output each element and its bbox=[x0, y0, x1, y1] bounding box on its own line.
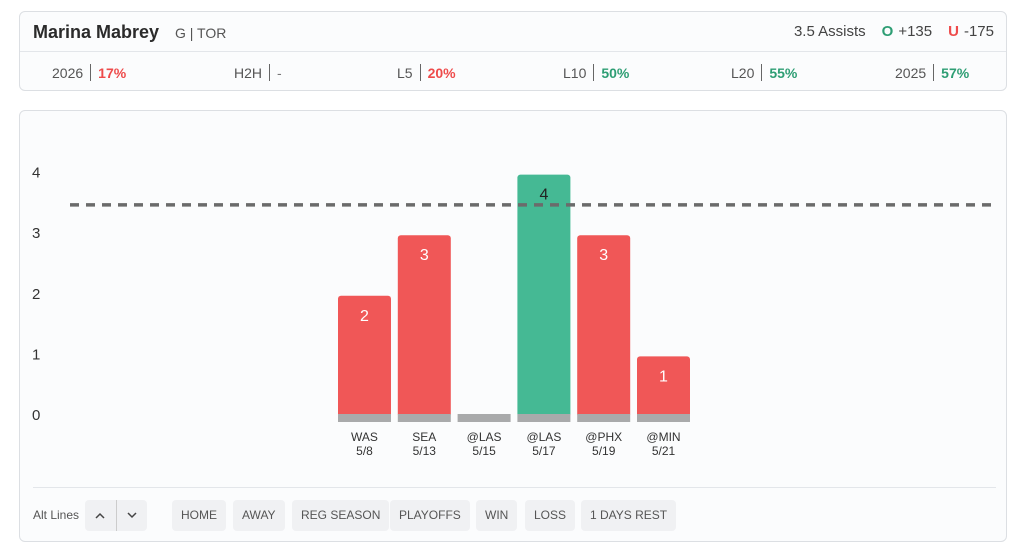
hit-rate-label: L5 bbox=[397, 64, 413, 81]
x-tick-date: 5/15 bbox=[472, 444, 496, 458]
hit-rate-value: 17% bbox=[98, 64, 127, 81]
chevron-up-icon bbox=[95, 512, 105, 519]
bar bbox=[637, 356, 690, 417]
x-tick-date: 5/17 bbox=[532, 444, 556, 458]
hit-rate-separator bbox=[419, 64, 421, 81]
filter-chip-win[interactable]: WIN bbox=[476, 500, 518, 531]
bar-base bbox=[457, 414, 511, 422]
bar-value-label: 1 bbox=[659, 368, 668, 385]
hit-rate-row: 2026 17% H2H - L5 20% L10 50% L20 55% 2025 57% bbox=[20, 53, 1006, 91]
y-tick-label: 1 bbox=[32, 346, 40, 363]
alt-line-down-button[interactable] bbox=[117, 500, 148, 531]
hit-rate-separator bbox=[593, 64, 595, 81]
x-tick-opponent: SEA bbox=[412, 430, 436, 444]
hit-rate-2025: 2025 57% bbox=[895, 64, 969, 81]
prop-line: 3.5 Assists bbox=[793, 23, 866, 40]
chevron-down-icon bbox=[127, 512, 137, 519]
alt-line-up-button[interactable] bbox=[85, 500, 116, 531]
y-tick-label: 0 bbox=[32, 407, 40, 424]
bar-chart: 012342WAS5/83SEA5/13@LAS5/154@LAS5/173@P… bbox=[32, 165, 992, 458]
x-tick-opponent: WAS bbox=[351, 430, 378, 444]
x-tick-date: 5/8 bbox=[356, 444, 373, 458]
bar-base bbox=[517, 414, 571, 422]
hit-rate-label: L10 bbox=[563, 64, 587, 81]
hit-rate-h2h: H2H - bbox=[234, 64, 282, 81]
filter-chip-away[interactable]: AWAY bbox=[233, 500, 285, 531]
y-tick-label: 3 bbox=[32, 225, 40, 242]
hit-rate-value: 57% bbox=[941, 64, 970, 81]
bar-base bbox=[637, 414, 690, 422]
chart-card: 0 1 2 3 4 2 WAS 5/8 3 SEA 5/13 @LAS 5/15 4 @LAS 5/17 3 @P… bbox=[19, 110, 1007, 542]
hit-rate-l5: L5 20% bbox=[397, 64, 456, 81]
over-odds-value: +135 bbox=[898, 23, 933, 40]
bar-value-label: 3 bbox=[599, 247, 608, 264]
alt-lines-stepper[interactable] bbox=[85, 500, 147, 531]
y-tick-label: 2 bbox=[32, 286, 40, 303]
filter-chip-loss[interactable]: LOSS bbox=[525, 500, 576, 531]
under-odds-value: -175 bbox=[963, 23, 994, 40]
over-odds[interactable]: O +135 bbox=[882, 23, 932, 40]
bar bbox=[338, 295, 391, 417]
filter-chip-1-days-rest[interactable]: 1 DAYS REST bbox=[581, 500, 677, 531]
bar bbox=[397, 235, 451, 417]
hit-rate-label: 2025 bbox=[895, 64, 927, 81]
hit-rate-2026: 2026 17% bbox=[52, 64, 126, 81]
x-tick-date: 5/13 bbox=[413, 444, 437, 458]
player-header-card: Marina Mabrey G | TOR 3.5 Assists O +135 … bbox=[19, 11, 1007, 91]
bar-value-label: 4 bbox=[539, 187, 548, 204]
hit-rate-label: 2026 bbox=[52, 64, 84, 81]
under-odds[interactable]: U -175 bbox=[948, 23, 994, 40]
under-tag: U bbox=[948, 23, 959, 40]
filter-chip-home[interactable]: HOME bbox=[172, 500, 226, 531]
filter-chip-playoffs[interactable]: PLAYOFFS bbox=[390, 500, 470, 531]
hit-rate-separator bbox=[761, 64, 763, 81]
x-tick-opponent: @LAS bbox=[526, 430, 561, 444]
filter-bar: Alt Lines HOME AWAY REG SEASON PLAYOFFS WIN L… bbox=[33, 487, 996, 531]
hit-rate-label: H2H bbox=[234, 64, 263, 81]
hit-rate-l10: L10 50% bbox=[563, 64, 629, 81]
hit-rate-value: 20% bbox=[427, 64, 456, 81]
hit-rate-separator bbox=[90, 64, 92, 81]
x-tick-opponent: @LAS bbox=[467, 430, 502, 444]
alt-lines-label: Alt Lines bbox=[33, 508, 80, 522]
filter-chip-reg-season[interactable]: REG SEASON bbox=[292, 500, 390, 531]
hit-rate-l20: L20 55% bbox=[731, 64, 797, 81]
bar-base bbox=[577, 414, 631, 422]
bar-value-label: 2 bbox=[360, 308, 369, 325]
hit-rate-separator bbox=[269, 64, 271, 81]
over-tag: O bbox=[881, 23, 894, 40]
x-tick-date: 5/19 bbox=[592, 444, 616, 458]
hit-rate-value: 50% bbox=[601, 64, 630, 81]
hit-rate-value: 55% bbox=[769, 64, 798, 81]
y-tick-label: 4 bbox=[32, 165, 40, 182]
hit-rate-label: L20 bbox=[731, 64, 755, 81]
x-tick-opponent: @MIN bbox=[646, 430, 680, 444]
bar-base bbox=[338, 414, 391, 422]
stepper-divider bbox=[115, 500, 117, 531]
x-tick-opponent: @PHX bbox=[585, 430, 622, 444]
x-tick-date: 5/21 bbox=[652, 444, 676, 458]
bar-value-label: 3 bbox=[420, 247, 429, 264]
prop-line-group: 3.5 Assists O +135 U -175 bbox=[794, 23, 994, 40]
player-name: Marina Mabrey bbox=[33, 22, 160, 42]
hit-rate-separator bbox=[933, 64, 935, 81]
hit-rate-value: - bbox=[277, 64, 282, 81]
bar bbox=[517, 174, 571, 417]
player-position-team: G | TOR bbox=[175, 25, 227, 41]
player-header-top: Marina Mabrey G | TOR 3.5 Assists O +135 … bbox=[20, 12, 1006, 52]
bar-base bbox=[397, 414, 451, 422]
bar bbox=[577, 235, 631, 417]
